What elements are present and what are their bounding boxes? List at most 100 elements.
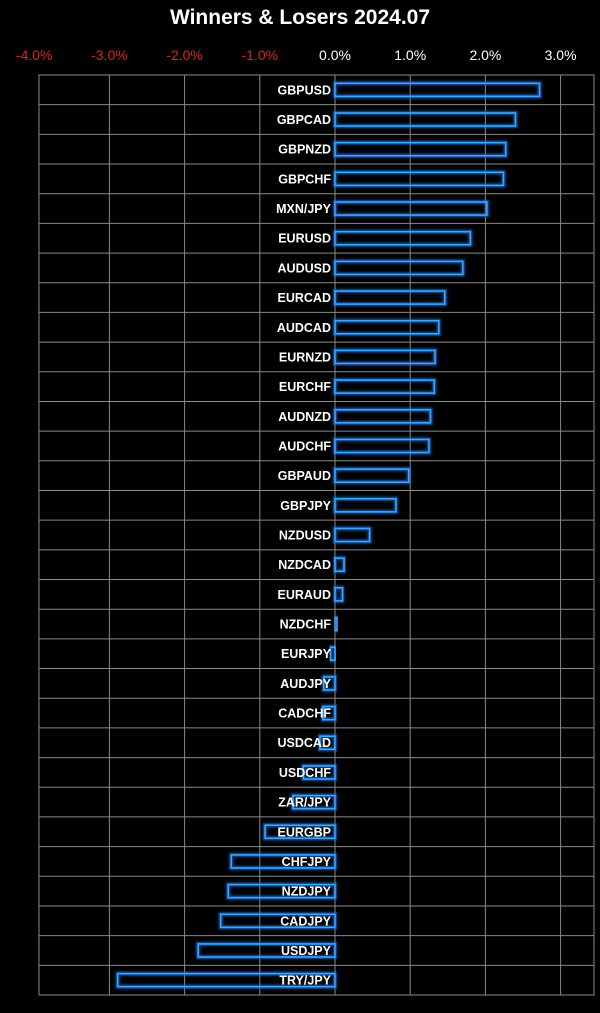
category-label: NZDJPY	[282, 885, 332, 899]
x-tick-label: -2.0%	[166, 47, 203, 63]
bar	[333, 229, 473, 247]
bar-glow	[333, 496, 398, 514]
bar	[333, 200, 489, 218]
category-label: CADCHF	[278, 707, 331, 721]
bar	[218, 912, 337, 930]
bar-glow	[333, 200, 489, 218]
bar-outline	[302, 765, 336, 780]
category-label: USDCAD	[278, 736, 331, 750]
bar-outline	[334, 201, 488, 216]
bar	[333, 259, 465, 277]
bar-outline	[227, 883, 336, 899]
bar	[333, 585, 345, 603]
bar	[229, 852, 337, 870]
bar	[333, 378, 437, 396]
x-axis-ticks: -4.0% -3.0% -2.0% -1.0% 0.0% 1.0% 2.0% 3.0%	[16, 47, 577, 63]
bar-outline	[334, 349, 436, 365]
bar-outline	[334, 290, 446, 305]
category-label: NZDUSD	[279, 529, 331, 543]
bar	[333, 348, 438, 366]
bar-glow	[333, 585, 345, 603]
bar	[333, 110, 518, 129]
category-label: GBPNZD	[278, 143, 331, 157]
bar-outline	[334, 497, 397, 513]
bar	[321, 674, 338, 692]
x-tick-label: -1.0%	[242, 47, 279, 63]
bar-outline	[334, 587, 344, 602]
category-label: GBPUSD	[278, 83, 331, 97]
bar-glow	[333, 81, 542, 99]
x-tick-label: 1.0%	[394, 47, 426, 63]
bar-outline	[334, 438, 430, 454]
bar-outline	[329, 646, 336, 662]
bar-outline	[116, 972, 336, 988]
x-tick-label: 0.0%	[319, 47, 351, 63]
category-label: ZAR/JPY	[278, 796, 331, 810]
bar-outline	[334, 468, 410, 483]
bar	[290, 793, 337, 811]
bar-outline	[334, 230, 472, 246]
bar-glow	[333, 229, 473, 247]
bar-outline	[334, 408, 432, 424]
category-label: USDJPY	[281, 944, 332, 958]
category-label: GBPCHF	[278, 172, 331, 186]
bar	[317, 734, 337, 752]
category-label: AUDNZD	[278, 410, 331, 424]
bar	[333, 81, 542, 99]
category-label: NZDCHF	[280, 618, 332, 632]
bar	[333, 615, 339, 633]
category-label: EURCAD	[278, 291, 331, 305]
category-label: AUDJPY	[280, 677, 331, 691]
category-label: EURGBP	[278, 825, 331, 839]
category-label: AUDCAD	[277, 321, 331, 335]
bar	[333, 170, 506, 188]
bar-outline	[264, 824, 336, 840]
bar-glow	[333, 526, 372, 544]
category-label: AUDCHF	[278, 439, 331, 453]
category-label: GBPJPY	[280, 499, 331, 513]
bar-outline	[334, 260, 464, 276]
bar-glow	[333, 348, 438, 366]
plot-frame	[38, 74, 595, 996]
bar-outline	[292, 794, 336, 810]
category-label: CHFJPY	[282, 855, 332, 869]
bar-glow	[333, 378, 437, 396]
bar	[328, 645, 338, 663]
category-label: USDCHF	[279, 766, 331, 780]
bar-outline	[334, 616, 338, 632]
bar	[263, 823, 337, 841]
bar-outline	[334, 527, 371, 543]
bar-glow	[333, 289, 447, 307]
bar-outline	[322, 676, 336, 691]
bar	[115, 971, 337, 989]
category-label: GBPCAD	[277, 113, 331, 127]
bar-outline	[334, 379, 436, 394]
bar-glow	[333, 556, 347, 574]
x-tick-label: -4.0%	[16, 47, 53, 63]
bar	[333, 556, 347, 574]
bar-glow	[333, 467, 411, 485]
bar-glow	[333, 140, 508, 158]
bar	[320, 704, 337, 722]
category-label: NZDCAD	[278, 558, 331, 572]
bar-glow	[333, 437, 431, 455]
bar	[333, 496, 398, 514]
category-labels: GBPUSD GBPCAD GBPNZD GBPCHF MXN/JPY EURUSD AUD…	[276, 83, 332, 987]
category-label: GBPAUD	[278, 469, 331, 483]
bar-outline	[334, 319, 440, 335]
bar	[333, 318, 441, 336]
x-tick-label: 2.0%	[469, 47, 501, 63]
bar	[333, 407, 433, 425]
bar	[196, 941, 337, 960]
bar-glow	[333, 170, 506, 188]
bar-outline	[334, 557, 345, 573]
bar-outline	[334, 82, 541, 98]
category-label: EURNZD	[279, 350, 331, 364]
category-label: EURAUD	[278, 588, 331, 602]
bar-glow	[333, 259, 465, 277]
bar-outline	[230, 854, 336, 869]
x-tick-label: 3.0%	[545, 47, 577, 63]
bar-outline	[197, 943, 336, 958]
